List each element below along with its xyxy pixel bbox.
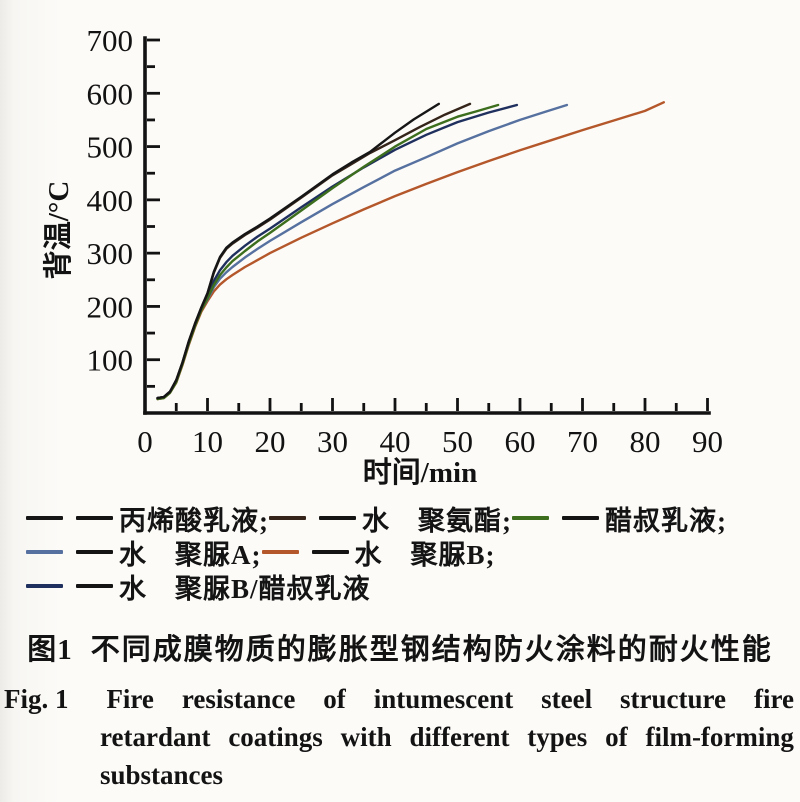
x-tick-label: 30 xyxy=(317,424,348,459)
x-tick-label: 60 xyxy=(505,424,536,459)
caption-english-word: structure xyxy=(620,684,727,714)
caption-english-word: resistance xyxy=(181,684,296,714)
tick-labels: 0 10 20 30 40 50 60 70 80 90 100 200 300 400 500 600 700 xyxy=(87,23,724,459)
legend-item: 丙烯酸乳液; xyxy=(26,499,269,538)
legend-dash-dark xyxy=(76,516,113,520)
x-tick-label: 10 xyxy=(192,424,223,459)
caption-chinese: 图1 不同成膜物质的膨胀型钢结构防火涂料的耐火性能 xyxy=(0,626,800,668)
y-tick-label: 400 xyxy=(87,183,134,218)
legend-item: 水 聚脲B; xyxy=(261,533,496,572)
caption-english-line: substances xyxy=(100,760,794,798)
legend-dash-swatch xyxy=(26,584,113,588)
y-tick-label: 500 xyxy=(87,130,134,165)
chart-legend: 丙烯酸乳液; 水 聚氨酯; 醋叔乳液; 水 聚脲A; 水 聚脲B; 水 聚脲B/醋叔乳液 xyxy=(26,499,786,606)
caption-english-word: with xyxy=(340,722,392,752)
series-curve-0 xyxy=(156,102,440,400)
caption-english-word: intumescent xyxy=(373,684,514,714)
caption-english-word: of xyxy=(605,722,628,752)
legend-dash-dark xyxy=(311,550,349,554)
x-axis-title: 时间/min xyxy=(363,456,477,489)
x-tick-label: 0 xyxy=(137,424,153,459)
caption-chinese-number: 图1 xyxy=(27,634,73,666)
x-tick-label: 50 xyxy=(442,424,473,459)
legend-label: 水 聚脲A; xyxy=(119,539,262,570)
legend-item: 水 聚脲A; xyxy=(26,533,262,572)
x-tick-label: 40 xyxy=(380,424,411,459)
caption-english-line: retardant coatings with different types of fil… xyxy=(100,722,794,760)
caption-english-word: types xyxy=(527,722,588,752)
x-tick-label: 20 xyxy=(255,424,286,459)
y-axis-title: 背温/°C xyxy=(42,181,75,280)
legend-item: 水 聚氨酯; xyxy=(269,499,512,538)
legend-row: 丙烯酸乳液; 水 聚氨酯; 醋叔乳液; xyxy=(26,499,786,538)
caption-english-word: fire xyxy=(753,684,794,714)
series-curve-5 xyxy=(156,103,519,400)
legend-label: 丙烯酸乳液; xyxy=(119,505,269,536)
caption-english-word: coatings xyxy=(228,722,323,752)
series-curve-4 xyxy=(156,101,665,401)
y-tick-label: 700 xyxy=(87,23,134,58)
legend-dash-dark xyxy=(562,516,599,520)
caption-english-word: Fire xyxy=(106,684,154,714)
x-tick-label: 90 xyxy=(692,424,723,459)
x-tick-label: 70 xyxy=(567,424,598,459)
legend-dash-dark xyxy=(76,584,113,588)
legend-dash-colored xyxy=(26,584,63,588)
legend-item: 醋叔乳液; xyxy=(512,499,727,538)
legend-dash-dark xyxy=(76,550,113,554)
axes xyxy=(143,36,711,415)
legend-dash-swatch xyxy=(26,516,113,520)
y-tick-label: 600 xyxy=(87,76,134,111)
series-curve-3 xyxy=(156,103,569,400)
legend-dash-colored xyxy=(269,516,306,520)
legend-item: 水 聚脲B/醋叔乳液 xyxy=(26,567,371,606)
legend-dash-colored xyxy=(26,550,63,554)
legend-label: 水 聚氨酯; xyxy=(362,505,512,536)
legend-row: 水 聚脲B/醋叔乳液 xyxy=(26,567,786,606)
legend-label: 醋叔乳液; xyxy=(605,505,727,536)
caption-english: Fig. 1 Fire resistance of intumescent steel st… xyxy=(4,684,794,798)
legend-label: 水 聚脲B; xyxy=(354,539,496,570)
legend-dash-swatch xyxy=(512,516,599,520)
caption-english-word: steel xyxy=(541,684,593,714)
legend-dash-colored xyxy=(512,516,549,520)
legend-dash-swatch xyxy=(269,516,356,520)
legend-dash-colored xyxy=(261,550,299,554)
caption-english-word: substances xyxy=(100,760,224,790)
caption-english-word: film-forming xyxy=(645,722,794,752)
caption-english-number: Fig. 1 xyxy=(4,684,69,714)
caption-chinese-title: 不同成膜物质的膨胀型钢结构防火涂料的耐火性能 xyxy=(90,634,773,666)
caption-english-word: of xyxy=(323,684,346,714)
axis-ticks xyxy=(147,38,709,411)
caption-english-word: different xyxy=(409,722,510,752)
legend-dash-swatch xyxy=(261,550,349,554)
y-tick-label: 200 xyxy=(87,289,134,324)
x-tick-label: 80 xyxy=(630,424,661,459)
y-tick-label: 100 xyxy=(87,343,134,378)
legend-label: 水 聚脲B/醋叔乳液 xyxy=(119,573,371,604)
line-chart: 0 10 20 30 40 50 60 70 80 90 100 200 300 400 500 600 700… xyxy=(42,23,724,489)
legend-row: 水 聚脲A; 水 聚脲B; xyxy=(26,533,786,572)
caption-english-line: Fig. 1 Fire resistance of intumescent steel st… xyxy=(4,684,794,722)
data-series xyxy=(156,101,665,401)
series-curve-1 xyxy=(156,102,472,400)
y-tick-label: 300 xyxy=(87,236,134,271)
legend-dash-dark xyxy=(319,516,356,520)
caption-english-word: retardant xyxy=(100,722,211,752)
legend-dash-swatch xyxy=(26,550,113,554)
legend-dash-colored xyxy=(26,516,63,520)
